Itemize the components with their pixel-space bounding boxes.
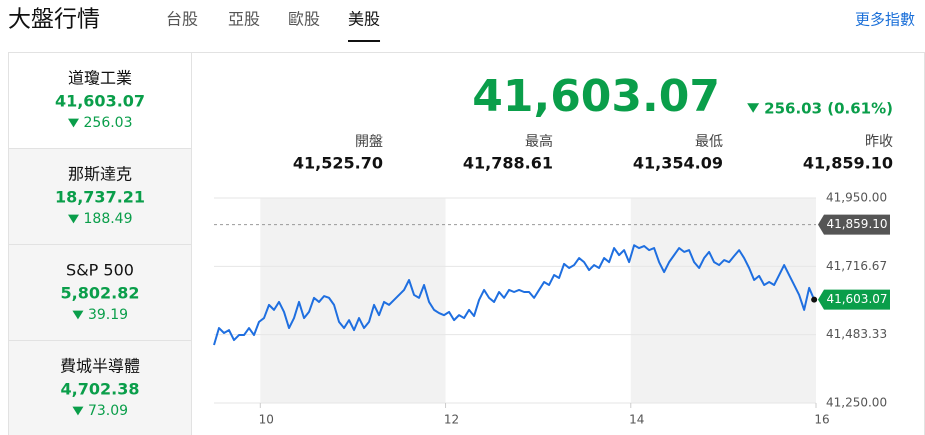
shaded-band — [630, 198, 816, 403]
x-tick-label: 16 — [814, 413, 829, 427]
page-title: 大盤行情 — [8, 7, 100, 33]
index-value: 5,802.82 — [61, 284, 140, 303]
tab[interactable]: 亞股 — [228, 10, 260, 29]
tab[interactable]: 歐股 — [288, 10, 320, 29]
stat-label: 最低 — [695, 134, 723, 150]
stat-value: 41,525.70 — [293, 154, 383, 173]
index-change: 39.19 — [88, 307, 128, 323]
index-item[interactable] — [9, 341, 191, 435]
down-triangle — [68, 118, 79, 128]
index-change: 188.49 — [84, 211, 133, 227]
x-tick-label: 14 — [629, 413, 644, 427]
stat-label: 最高 — [525, 133, 553, 150]
y-tick-label: 41,716.67 — [826, 259, 887, 273]
index-name: 那斯達克 — [68, 165, 132, 184]
index-name: S&P 500 — [66, 261, 134, 280]
index-name: 費城半導體 — [60, 357, 140, 376]
index-value: 4,702.38 — [61, 380, 140, 399]
stat-label: 昨收 — [865, 134, 893, 150]
down-triangle — [72, 406, 84, 416]
tab[interactable]: 台股 — [166, 10, 198, 29]
current-value: 41,603.07 — [472, 71, 720, 122]
stat-label: 開盤 — [355, 134, 383, 150]
reference-box — [818, 214, 890, 235]
stat-value: 41,354.09 — [633, 154, 723, 173]
index-change: 256.03 — [84, 115, 133, 131]
stat-value: 41,859.10 — [803, 154, 893, 173]
index-item[interactable] — [9, 149, 191, 244]
reference-label: 41,859.10 — [826, 217, 887, 231]
index-change: 73.09 — [88, 403, 128, 419]
last-value-box — [818, 289, 890, 310]
down-triangle — [747, 103, 760, 113]
index-item[interactable] — [9, 53, 191, 148]
tab-underline — [348, 40, 381, 42]
price-line — [213, 244, 816, 346]
y-tick-label: 41,250.00 — [826, 396, 887, 410]
x-tick-label: 12 — [444, 413, 459, 427]
stat-value: 41,788.61 — [463, 154, 553, 173]
current-change: 256.03 (0.61%) — [764, 100, 893, 118]
down-triangle — [72, 310, 84, 320]
more-link[interactable]: 更多指數 — [855, 11, 915, 29]
last-value-label: 41,603.07 — [826, 292, 887, 306]
shaded-band — [260, 198, 446, 403]
down-triangle — [68, 214, 79, 224]
index-value: 41,603.07 — [55, 92, 145, 111]
x-tick-label: 10 — [259, 413, 274, 427]
tab[interactable]: 美股 — [348, 10, 380, 29]
index-name: 道瓊工業 — [68, 69, 132, 88]
index-value: 18,737.21 — [55, 188, 145, 207]
index-item[interactable] — [9, 245, 191, 340]
last-point — [811, 296, 818, 303]
y-tick-label: 41,950.00 — [826, 191, 887, 205]
y-tick-label: 41,483.33 — [826, 327, 887, 341]
